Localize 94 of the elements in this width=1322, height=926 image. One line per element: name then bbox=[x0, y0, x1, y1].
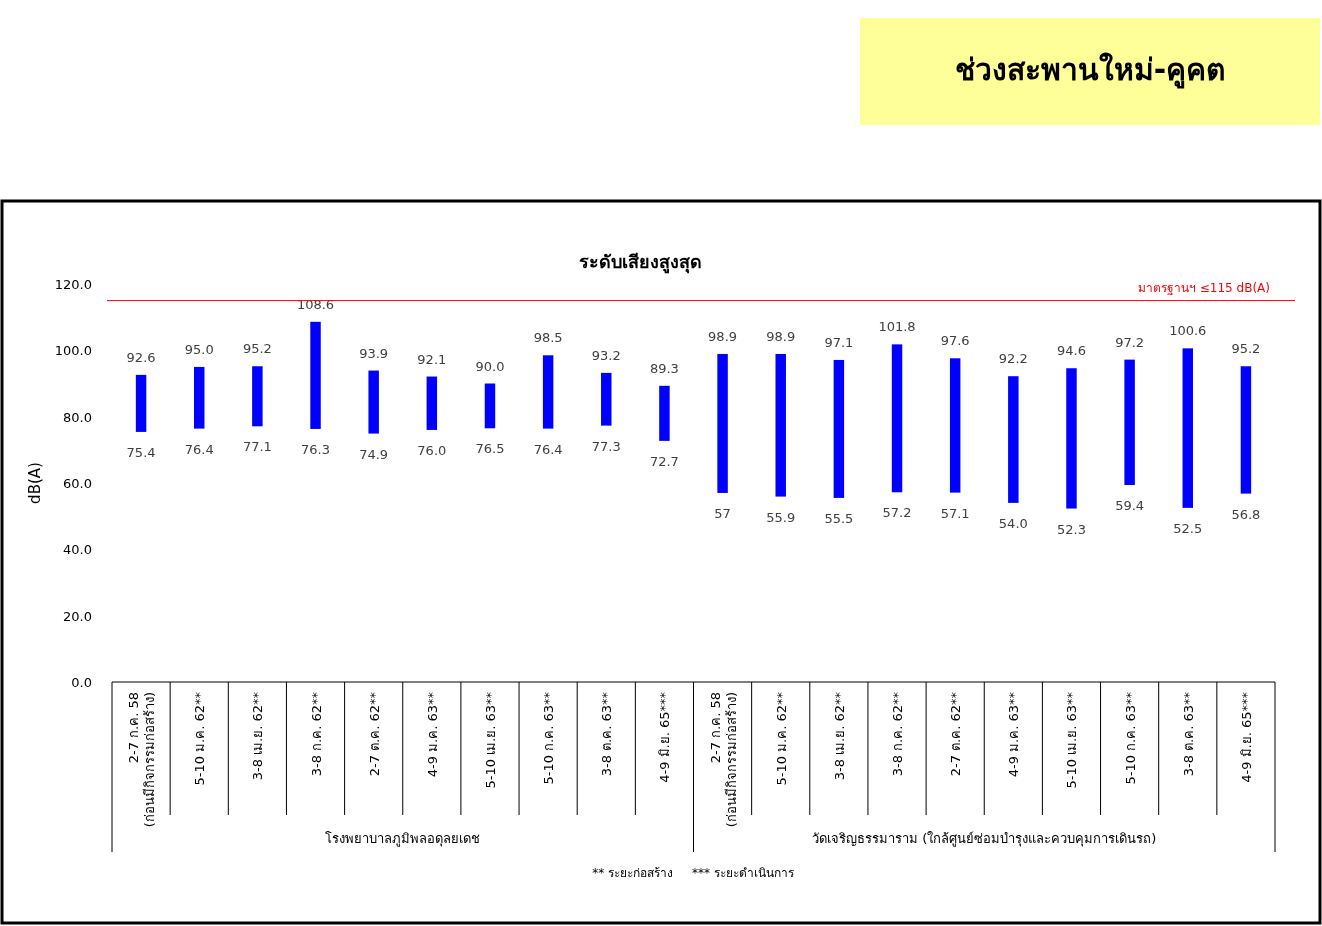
bar bbox=[717, 353, 728, 493]
data-label: 97.2 bbox=[1115, 334, 1145, 350]
data-label: 95.0 bbox=[184, 341, 214, 357]
data-label: 98.9 bbox=[708, 328, 738, 344]
x-tick-label: 3-8 ก.ค. 62** bbox=[890, 691, 906, 777]
bar bbox=[1124, 359, 1135, 485]
annotation: 59.4 bbox=[1115, 497, 1145, 513]
data-label: 92.6 bbox=[126, 349, 156, 365]
data-label: 97.1 bbox=[824, 334, 854, 350]
annotation: 74.9 bbox=[359, 446, 389, 462]
x-tick-label: 5-10 ม.ค. 62** bbox=[773, 691, 789, 786]
data-label: 93.9 bbox=[359, 345, 389, 361]
data-label: 101.8 bbox=[878, 319, 916, 335]
bar bbox=[775, 353, 786, 497]
bar bbox=[601, 372, 612, 426]
bar bbox=[659, 385, 670, 441]
annotation: 56.8 bbox=[1231, 506, 1261, 522]
annotation: 75.4 bbox=[126, 444, 156, 460]
x-tick-label: 5-10 ม.ค. 62** bbox=[192, 691, 208, 786]
y-tick-label: 60.0 bbox=[63, 476, 92, 491]
annotation: 76.0 bbox=[417, 442, 447, 458]
x-tick-label: 2-7 ก.ค. 58 (ก่อนมีกิจกรรมก่อสร้าง) bbox=[707, 692, 739, 828]
bar bbox=[1240, 366, 1252, 494]
text: วัดเจริญธรรมาราม (ใกล้ศูนย์ซ่อมบำรุงและควบคุมการเดินรถ) bbox=[812, 831, 1157, 847]
ref-line-label: มาตรฐานฯ ≤115 dB(A) bbox=[1137, 280, 1270, 295]
annotation: 54.0 bbox=[998, 515, 1028, 531]
bar bbox=[1008, 376, 1019, 503]
annotation: 76.3 bbox=[301, 441, 330, 457]
x-tick-label: 3-8 ต.ค. 63** bbox=[599, 691, 615, 777]
annotation: 55.9 bbox=[766, 509, 796, 525]
annotation: 72.7 bbox=[649, 453, 679, 469]
data-label: 89.3 bbox=[649, 360, 679, 376]
y-axis-title: dB(A) bbox=[26, 462, 44, 504]
y-tick-label: 20.0 bbox=[63, 608, 92, 624]
text: ** ระยะก่อสร้าง *** ระยะดำเนินการ bbox=[592, 866, 795, 880]
data-label: 95.2 bbox=[242, 341, 272, 357]
x-tick-label: 3-8 เม.ย. 62** bbox=[250, 691, 266, 781]
bar bbox=[252, 366, 263, 427]
data-label: 90.0 bbox=[475, 358, 505, 374]
annotation: 76.4 bbox=[533, 441, 563, 457]
data-label: 95.2 bbox=[1231, 341, 1261, 357]
y-tick-label: 120.0 bbox=[54, 277, 92, 292]
annotation: 52.5 bbox=[1173, 520, 1203, 536]
annotation: 57 bbox=[714, 505, 731, 521]
bar bbox=[368, 370, 379, 434]
chart-subtitle: ระดับเสียงสูงสุด bbox=[578, 251, 702, 274]
x-tick-label: 4-9 มิ.ย. 65*** bbox=[1238, 691, 1254, 783]
data-label: 108.6 bbox=[296, 296, 335, 312]
x-tick-label: 5-10 เม.ย. 63** bbox=[1064, 691, 1080, 789]
annotation: 77.3 bbox=[591, 438, 621, 454]
y-tick-label: 0.0 bbox=[71, 675, 92, 690]
bar bbox=[193, 366, 205, 429]
x-tick-label: 4-9 มิ.ย. 65*** bbox=[657, 691, 673, 783]
bar bbox=[833, 359, 845, 498]
annotation: 52.3 bbox=[1057, 521, 1086, 537]
bar bbox=[426, 376, 438, 430]
chart-title: ช่วงสะพานใหม่-คูคต bbox=[954, 52, 1226, 89]
data-label: 92.2 bbox=[998, 351, 1028, 367]
annotation: 55.5 bbox=[824, 510, 854, 526]
annotation: 76.5 bbox=[475, 441, 505, 457]
bar bbox=[542, 355, 554, 429]
x-tick-label: 3-8 ต.ค. 63** bbox=[1180, 691, 1196, 777]
x-tick-label: 3-8 เม.ย. 62** bbox=[831, 691, 847, 781]
annotation: 76.4 bbox=[184, 441, 214, 457]
annotation: 57.1 bbox=[940, 505, 970, 521]
data-label: 92.1 bbox=[417, 351, 447, 367]
x-tick-label: 3-8 ก.ค. 62** bbox=[308, 691, 324, 777]
text: โรงพยาบาลภูมิพลอดุลยเดช bbox=[325, 831, 481, 847]
bar bbox=[1066, 368, 1077, 509]
x-tick-label: 2-7 ต.ค. 62** bbox=[366, 691, 382, 777]
data-label: 93.2 bbox=[591, 347, 621, 363]
x-tick-label: 2-7 ต.ค. 62** bbox=[948, 691, 964, 777]
bar bbox=[891, 344, 903, 493]
data-label: 98.5 bbox=[533, 330, 563, 346]
x-tick-label: 5-10 ก.ค. 63** bbox=[541, 691, 557, 785]
bar bbox=[310, 321, 321, 429]
x-tick-label: 5-10 เม.ย. 63** bbox=[482, 691, 498, 789]
x-tick-label: 2-7 ก.ค. 58 (ก่อนมีกิจกรรมก่อสร้าง) bbox=[126, 692, 158, 828]
annotation: 77.1 bbox=[242, 439, 272, 455]
bar bbox=[1182, 348, 1194, 508]
y-tick-label: 40.0 bbox=[63, 542, 92, 558]
annotation: 57.2 bbox=[882, 505, 912, 521]
data-label: 97.6 bbox=[940, 333, 970, 349]
x-tick-label: 5-10 ก.ค. 63** bbox=[1122, 691, 1138, 785]
bar bbox=[484, 383, 496, 429]
data-label: 94.6 bbox=[1057, 343, 1086, 359]
bar bbox=[949, 358, 961, 493]
data-label: 98.9 bbox=[766, 328, 796, 344]
x-tick-label: 4-9 ม.ค. 63** bbox=[1006, 691, 1022, 778]
x-tick-label: 4-9 ม.ค. 63** bbox=[424, 691, 440, 778]
y-tick-label: 80.0 bbox=[63, 409, 92, 425]
data-label: 100.6 bbox=[1169, 323, 1207, 339]
bar bbox=[135, 374, 147, 432]
y-tick-label: 100.0 bbox=[54, 343, 92, 359]
